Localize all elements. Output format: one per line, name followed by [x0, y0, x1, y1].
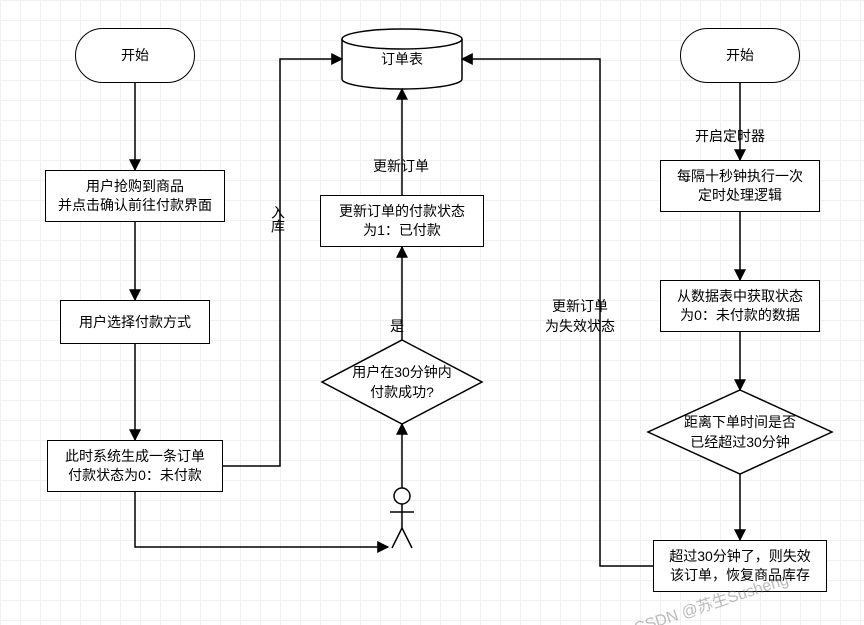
node-label: 从数据表中获取状态 为0：未付款的数据: [677, 287, 803, 325]
terminator-start-left: 开始: [75, 28, 195, 83]
node-label: 开始: [121, 46, 149, 65]
process-fetch-unpaid: 从数据表中获取状态 为0：未付款的数据: [660, 280, 820, 332]
edge-label-yes: 是: [390, 300, 404, 336]
edge-label-update-order: 更新订单: [373, 140, 429, 176]
node-label: 用户抢购到商品 并点击确认前往付款界面: [58, 177, 212, 215]
edge-label-ruku: 入库: [268, 205, 304, 233]
process-expire-order: 超过30分钟了，则失效 该订单，恢复商品库存: [653, 540, 827, 592]
node-label: 更新订单的付款状态 为1：已付款: [339, 202, 465, 240]
flowchart-canvas: 开始 开始 订单表 用户抢购到商品 并点击确认前往付款界面 用户选择付款方式 此…: [0, 0, 864, 625]
node-label: 订单表: [381, 50, 423, 69]
node-label: 开始: [726, 46, 754, 65]
node-label: 此时系统生成一条订单 付款状态为0：未付款: [65, 447, 205, 485]
node-label: 超过30分钟了，则失效 该订单，恢复商品库存: [669, 547, 811, 585]
cylinder-order-table: 订单表: [342, 29, 462, 89]
process-choose-pay: 用户选择付款方式: [60, 300, 210, 344]
process-create-order: 此时系统生成一条订单 付款状态为0：未付款: [47, 440, 223, 492]
edge-label-start-timer: 开启定时器: [695, 110, 765, 146]
edge-label-fail: 更新订单 为失效状态: [545, 280, 615, 336]
node-label: 每隔十秒钟执行一次 定时处理逻辑: [677, 167, 803, 205]
process-user-buy: 用户抢购到商品 并点击确认前往付款界面: [45, 170, 225, 222]
node-label: 用户选择付款方式: [79, 313, 191, 332]
process-update-paid: 更新订单的付款状态 为1：已付款: [320, 195, 484, 247]
terminator-start-right: 开始: [680, 28, 800, 83]
process-timer-logic: 每隔十秒钟执行一次 定时处理逻辑: [660, 160, 820, 212]
